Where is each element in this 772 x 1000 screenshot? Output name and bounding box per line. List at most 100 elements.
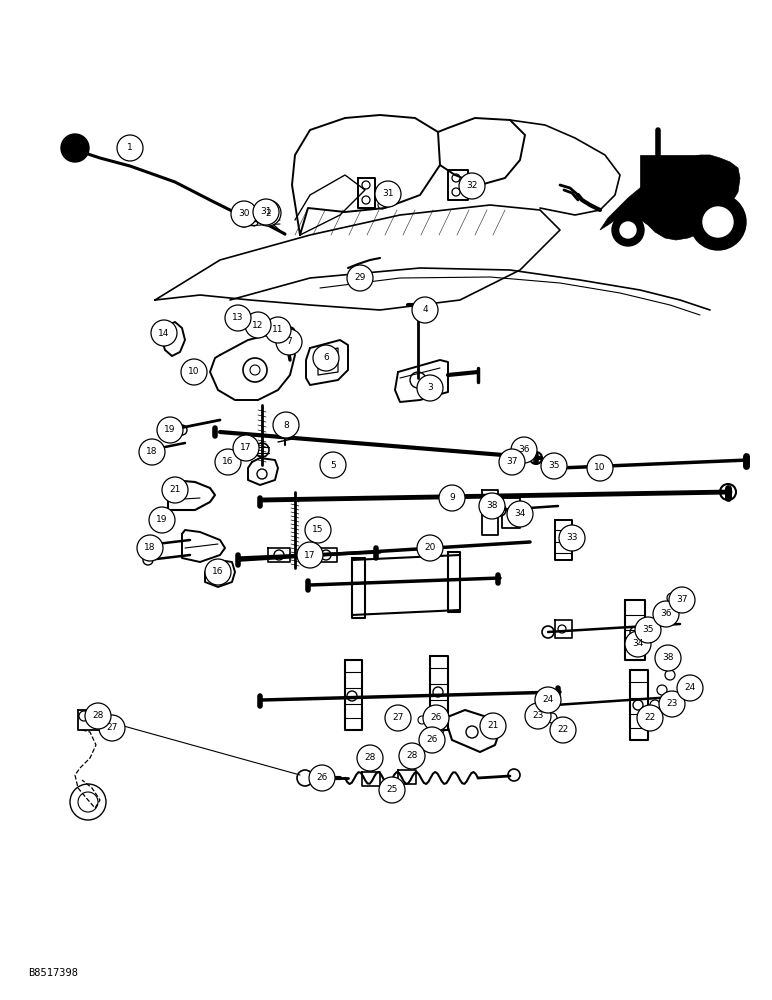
- Circle shape: [499, 449, 525, 475]
- Text: 3: 3: [427, 383, 433, 392]
- Text: 28: 28: [364, 754, 376, 762]
- Circle shape: [139, 439, 165, 465]
- Circle shape: [239, 217, 249, 227]
- Text: 22: 22: [557, 726, 569, 734]
- Text: 7: 7: [286, 338, 292, 347]
- Circle shape: [430, 713, 440, 723]
- Text: 35: 35: [642, 626, 654, 635]
- Circle shape: [375, 181, 401, 207]
- Circle shape: [117, 135, 143, 161]
- Text: 18: 18: [144, 544, 156, 552]
- Circle shape: [236, 312, 244, 320]
- Circle shape: [541, 453, 567, 479]
- Text: 37: 37: [676, 595, 688, 604]
- Text: 23: 23: [533, 712, 543, 720]
- Text: 30: 30: [239, 210, 250, 219]
- Text: 33: 33: [566, 534, 577, 542]
- Text: 10: 10: [594, 464, 606, 473]
- Circle shape: [637, 705, 663, 731]
- Circle shape: [439, 485, 465, 511]
- Text: 34: 34: [514, 510, 526, 518]
- Circle shape: [347, 265, 373, 291]
- Circle shape: [85, 703, 111, 729]
- Circle shape: [653, 601, 679, 627]
- Circle shape: [479, 493, 505, 519]
- Circle shape: [385, 705, 411, 731]
- Circle shape: [273, 412, 299, 438]
- Circle shape: [99, 715, 125, 741]
- Circle shape: [246, 316, 254, 324]
- Text: 36: 36: [518, 446, 530, 454]
- Text: 29: 29: [354, 273, 366, 282]
- Circle shape: [459, 173, 485, 199]
- Text: 38: 38: [486, 502, 498, 510]
- Circle shape: [285, 327, 295, 337]
- Circle shape: [162, 477, 188, 503]
- Text: 24: 24: [684, 684, 696, 692]
- Text: 9: 9: [449, 493, 455, 502]
- Text: 15: 15: [312, 526, 323, 534]
- Circle shape: [412, 297, 438, 323]
- Text: 34: 34: [632, 640, 644, 648]
- Circle shape: [245, 312, 271, 338]
- Circle shape: [625, 631, 651, 657]
- Circle shape: [659, 691, 685, 717]
- Text: 37: 37: [506, 458, 518, 466]
- Circle shape: [520, 444, 528, 452]
- Circle shape: [61, 134, 89, 162]
- Circle shape: [550, 717, 576, 743]
- Text: B8517398: B8517398: [28, 968, 78, 978]
- Text: 21: 21: [169, 486, 181, 494]
- Text: 26: 26: [317, 774, 327, 782]
- Circle shape: [612, 214, 644, 246]
- Circle shape: [423, 705, 449, 731]
- Text: 4: 4: [422, 306, 428, 314]
- Circle shape: [419, 727, 445, 753]
- Text: 20: 20: [425, 544, 435, 552]
- Circle shape: [205, 559, 231, 585]
- Text: 16: 16: [212, 568, 224, 576]
- Text: 6: 6: [323, 354, 329, 362]
- Circle shape: [399, 743, 425, 769]
- Circle shape: [149, 507, 175, 533]
- Text: 25: 25: [386, 786, 398, 794]
- Circle shape: [559, 525, 585, 551]
- Circle shape: [587, 455, 613, 481]
- Circle shape: [181, 359, 207, 385]
- Circle shape: [620, 222, 636, 238]
- Circle shape: [511, 437, 537, 463]
- Circle shape: [357, 745, 383, 771]
- Text: 14: 14: [158, 328, 170, 338]
- Text: 5: 5: [330, 460, 336, 470]
- Text: 28: 28: [406, 752, 418, 760]
- Circle shape: [690, 194, 746, 250]
- Circle shape: [535, 687, 561, 713]
- Text: 28: 28: [93, 712, 103, 720]
- Circle shape: [297, 542, 323, 568]
- Circle shape: [309, 765, 335, 791]
- Circle shape: [313, 345, 339, 371]
- Circle shape: [677, 675, 703, 701]
- Circle shape: [253, 199, 279, 225]
- Circle shape: [525, 703, 551, 729]
- Text: 1: 1: [127, 143, 133, 152]
- Bar: [640, 155, 702, 205]
- Text: 21: 21: [487, 722, 499, 730]
- Text: 35: 35: [548, 462, 560, 471]
- Circle shape: [669, 587, 695, 613]
- Text: 11: 11: [273, 326, 284, 334]
- Circle shape: [635, 617, 661, 643]
- Text: 10: 10: [188, 367, 200, 376]
- Text: 27: 27: [392, 714, 404, 722]
- Text: 19: 19: [164, 426, 176, 434]
- Text: 19: 19: [156, 516, 168, 524]
- Circle shape: [320, 452, 346, 478]
- Text: 2: 2: [266, 209, 271, 218]
- Text: 17: 17: [304, 550, 316, 560]
- Circle shape: [255, 200, 281, 226]
- Circle shape: [233, 435, 259, 461]
- Text: 24: 24: [543, 696, 554, 704]
- Circle shape: [417, 535, 443, 561]
- Circle shape: [231, 201, 257, 227]
- Circle shape: [655, 645, 681, 671]
